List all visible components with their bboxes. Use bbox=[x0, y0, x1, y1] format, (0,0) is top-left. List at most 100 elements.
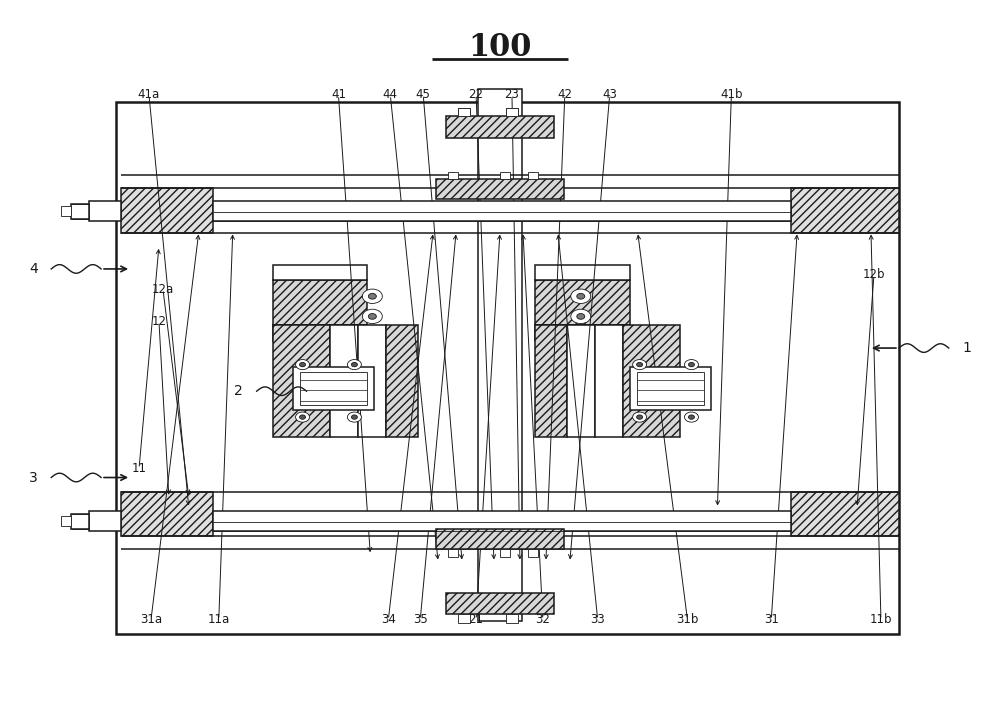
Bar bbox=[273, 265, 367, 280]
Bar bbox=[506, 108, 518, 116]
Circle shape bbox=[577, 293, 585, 299]
Bar bbox=[116, 102, 899, 635]
Text: 3: 3 bbox=[29, 471, 38, 484]
Bar bbox=[448, 172, 458, 179]
Circle shape bbox=[637, 415, 643, 419]
Text: 2: 2 bbox=[234, 384, 243, 399]
Bar bbox=[595, 325, 623, 437]
Circle shape bbox=[571, 309, 591, 323]
Bar bbox=[446, 593, 554, 614]
Bar bbox=[623, 325, 680, 437]
Circle shape bbox=[347, 360, 361, 370]
Bar bbox=[506, 108, 518, 116]
Bar bbox=[630, 367, 711, 410]
Bar bbox=[121, 188, 213, 233]
Text: 31b: 31b bbox=[676, 614, 699, 627]
Bar bbox=[791, 188, 899, 233]
Bar bbox=[500, 172, 510, 179]
Circle shape bbox=[296, 412, 310, 422]
Circle shape bbox=[300, 362, 306, 367]
Bar bbox=[213, 511, 791, 531]
Circle shape bbox=[637, 362, 643, 367]
Text: 22: 22 bbox=[469, 88, 484, 101]
Bar bbox=[500, 549, 510, 557]
Bar bbox=[535, 280, 630, 325]
Circle shape bbox=[362, 289, 382, 303]
Bar bbox=[458, 108, 470, 116]
Bar bbox=[448, 549, 458, 557]
Bar bbox=[71, 204, 89, 219]
Text: 12a: 12a bbox=[152, 282, 174, 295]
Bar bbox=[458, 108, 470, 116]
Bar bbox=[458, 614, 470, 623]
Bar bbox=[61, 206, 71, 217]
Bar bbox=[330, 325, 358, 437]
Bar bbox=[386, 325, 418, 437]
Bar bbox=[293, 367, 374, 410]
Text: 34: 34 bbox=[381, 614, 396, 627]
Bar bbox=[121, 492, 213, 536]
Bar bbox=[273, 325, 367, 341]
Bar bbox=[535, 325, 630, 341]
Bar bbox=[528, 172, 538, 179]
Circle shape bbox=[368, 293, 376, 299]
Bar bbox=[273, 280, 367, 325]
Circle shape bbox=[633, 412, 647, 422]
Text: 100: 100 bbox=[468, 32, 532, 63]
Text: 45: 45 bbox=[416, 88, 431, 101]
Text: 23: 23 bbox=[505, 88, 519, 101]
Circle shape bbox=[684, 412, 698, 422]
Bar bbox=[300, 372, 367, 405]
Bar bbox=[791, 492, 899, 536]
Circle shape bbox=[296, 360, 310, 370]
Bar bbox=[637, 372, 704, 405]
Bar bbox=[436, 529, 564, 549]
Circle shape bbox=[347, 412, 361, 422]
Circle shape bbox=[688, 362, 694, 367]
Circle shape bbox=[571, 289, 591, 303]
Bar bbox=[567, 325, 595, 437]
Bar bbox=[506, 614, 518, 623]
Text: 31a: 31a bbox=[140, 614, 162, 627]
Bar bbox=[89, 201, 121, 222]
Circle shape bbox=[351, 362, 357, 367]
Circle shape bbox=[362, 309, 382, 323]
Text: 1: 1 bbox=[962, 341, 971, 355]
Circle shape bbox=[633, 360, 647, 370]
Bar bbox=[436, 179, 564, 199]
Text: 41a: 41a bbox=[138, 88, 160, 101]
Bar bbox=[535, 265, 630, 280]
Text: 32: 32 bbox=[535, 614, 550, 627]
Text: 12: 12 bbox=[151, 315, 166, 328]
Bar bbox=[478, 89, 522, 622]
Bar bbox=[213, 201, 791, 222]
Text: 33: 33 bbox=[590, 614, 605, 627]
Bar bbox=[273, 325, 330, 437]
Bar bbox=[71, 514, 89, 529]
Circle shape bbox=[300, 415, 306, 419]
Circle shape bbox=[688, 415, 694, 419]
Circle shape bbox=[368, 313, 376, 319]
Circle shape bbox=[577, 313, 585, 319]
Circle shape bbox=[351, 415, 357, 419]
Bar bbox=[61, 516, 71, 526]
Bar bbox=[528, 549, 538, 557]
Text: 11a: 11a bbox=[208, 614, 230, 627]
Text: 11: 11 bbox=[132, 462, 147, 475]
Text: 21: 21 bbox=[469, 614, 484, 627]
Text: 41b: 41b bbox=[720, 88, 743, 101]
Circle shape bbox=[684, 360, 698, 370]
Bar bbox=[358, 325, 386, 437]
Text: 43: 43 bbox=[602, 88, 617, 101]
Bar bbox=[89, 511, 121, 531]
Bar bbox=[535, 325, 567, 437]
Bar bbox=[446, 116, 554, 138]
Text: 42: 42 bbox=[557, 88, 572, 101]
Text: 31: 31 bbox=[764, 614, 779, 627]
Text: 44: 44 bbox=[383, 88, 398, 101]
Text: 11b: 11b bbox=[870, 614, 892, 627]
Text: 4: 4 bbox=[29, 262, 38, 276]
Text: 35: 35 bbox=[413, 614, 428, 627]
Text: 41: 41 bbox=[331, 88, 346, 101]
Text: 12b: 12b bbox=[863, 268, 885, 281]
